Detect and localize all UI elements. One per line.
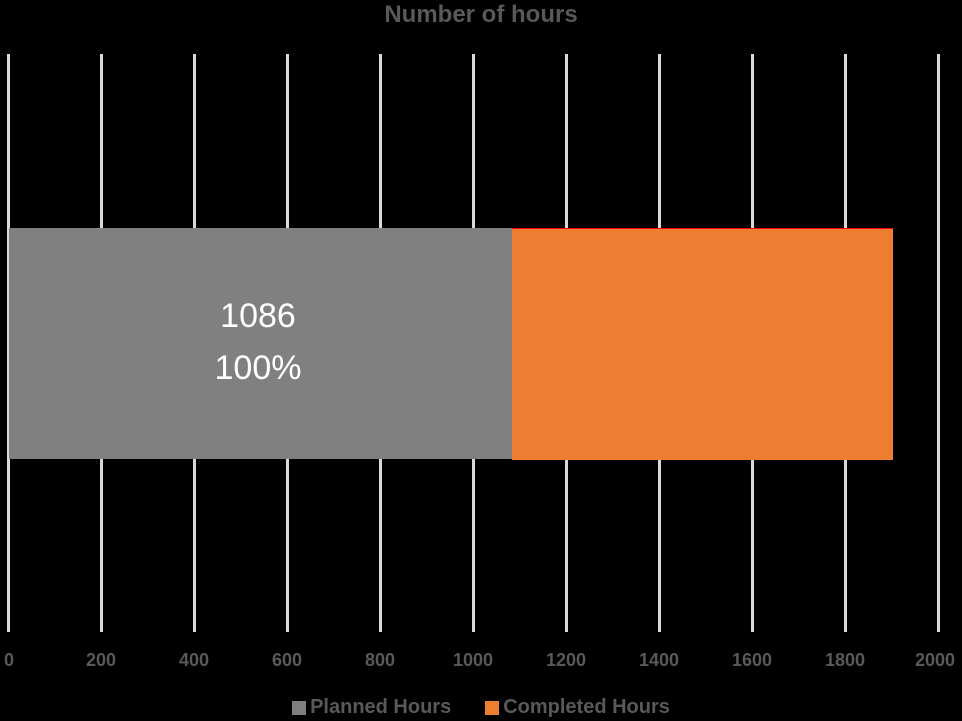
legend-item-planned[interactable]: Planned Hours (292, 696, 451, 719)
bar-planned-hours[interactable] (7, 228, 513, 459)
x-tick-label: 1800 (824, 650, 866, 670)
x-tick-label: 1600 (731, 650, 773, 670)
x-tick-label: 200 (85, 650, 117, 670)
x-tick-label: 2000 (914, 650, 956, 670)
plot-area: 1086 100% (7, 54, 940, 632)
bar-value-label: 1086 (220, 297, 296, 335)
chart-title: Number of hours (384, 1, 578, 28)
gridline (937, 54, 940, 632)
legend-item-completed[interactable]: Completed Hours (485, 696, 670, 719)
x-tick-label: 1400 (638, 650, 680, 670)
x-tick-label: 800 (364, 650, 396, 670)
x-tick-label: 1000 (452, 650, 494, 670)
bar-percent-label: 100% (214, 349, 302, 387)
legend-label: Planned Hours (310, 696, 452, 718)
x-tick-label: 0 (3, 650, 15, 670)
bar-completed-hours[interactable] (512, 228, 893, 460)
legend: Planned Hours Completed Hours (0, 696, 962, 719)
completed-swatch-icon (485, 700, 500, 715)
x-tick-label: 400 (178, 650, 210, 670)
legend-label: Completed Hours (503, 696, 670, 718)
x-tick-label: 600 (271, 650, 303, 670)
x-tick-label: 1200 (545, 650, 587, 670)
planned-swatch-icon (292, 700, 307, 715)
